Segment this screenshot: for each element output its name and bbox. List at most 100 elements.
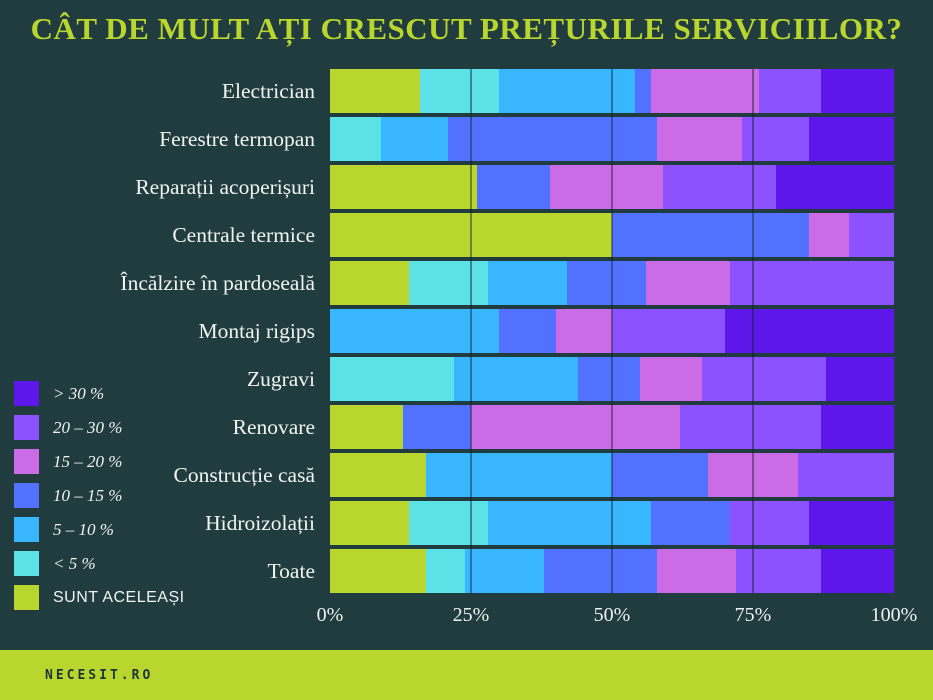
legend-item: < 5 % — [14, 551, 185, 576]
bar-segment — [454, 357, 579, 401]
legend-label: 5 – 10 % — [53, 519, 114, 539]
bar-segment — [487, 501, 652, 545]
bar-segment — [657, 117, 742, 161]
bar-segment — [640, 357, 703, 401]
bar-segment — [425, 453, 612, 497]
bar-segment — [730, 501, 810, 545]
legend-swatch — [14, 517, 39, 542]
bar-segment — [724, 309, 894, 353]
bar-segment — [470, 405, 680, 449]
chart-row: Centrale termice — [0, 213, 894, 257]
legend-item: SUNT ACELEAȘI — [14, 585, 185, 610]
stacked-bar — [330, 357, 894, 401]
bar-segment — [465, 549, 545, 593]
legend-item: 5 – 10 % — [14, 517, 185, 542]
chart-row: Încălzire în pardoseală — [0, 261, 894, 305]
stacked-bar — [330, 117, 894, 161]
stacked-bar — [330, 261, 894, 305]
chart-legend: > 30 % 20 – 30 % 15 – 20 % 10 – 15 % 5 – 10 … — [14, 381, 185, 619]
chart-row: Hidroizolații — [0, 501, 894, 545]
bar-segment — [425, 549, 466, 593]
stacked-bar — [330, 501, 894, 545]
legend-label: 10 – 15 % — [53, 485, 123, 505]
legend-item: 20 – 30 % — [14, 415, 185, 440]
bar-segment — [448, 117, 658, 161]
legend-swatch — [14, 585, 39, 610]
x-tick-label: 25% — [452, 604, 490, 626]
bar-segment — [330, 69, 421, 113]
legend-label: 20 – 30 % — [53, 417, 123, 437]
bar-segment — [380, 117, 449, 161]
chart-row: Montaj rigips — [0, 309, 894, 353]
bar-segment — [741, 117, 810, 161]
bar-segment — [775, 165, 894, 209]
bar-segment — [499, 69, 635, 113]
category-label: Centrale termice — [172, 222, 315, 247]
chart-row: Electrician — [0, 69, 894, 113]
category-label: Montaj rigips — [198, 318, 315, 343]
legend-swatch — [14, 381, 39, 406]
bar-segment — [476, 165, 550, 209]
bar-segment — [330, 453, 426, 497]
category-label: Toate — [267, 558, 315, 583]
stacked-bar-chart: Electrician Ferestre termopan Reparații ac… — [0, 69, 894, 597]
legend-label: 15 – 20 % — [53, 451, 123, 471]
x-tick-label: 75% — [734, 604, 772, 626]
bar-segment — [826, 357, 894, 401]
stacked-bar — [330, 549, 894, 593]
legend-label: < 5 % — [53, 553, 96, 573]
chart-row: Renovare — [0, 405, 894, 449]
bar-segment — [736, 549, 821, 593]
bar-segment — [848, 213, 894, 257]
stacked-bar — [330, 453, 894, 497]
bar-segment — [420, 69, 500, 113]
bar-segment — [820, 69, 894, 113]
bar-segment — [820, 549, 894, 593]
bar-segment — [549, 165, 663, 209]
bar-segment — [487, 261, 567, 305]
bar-segment — [555, 309, 612, 353]
chart-row: Construcție casă — [0, 453, 894, 497]
bar-segment — [612, 213, 810, 257]
bar-segment — [330, 165, 477, 209]
bar-segment — [662, 165, 776, 209]
legend-label: > 30 % — [53, 383, 105, 403]
page-title: CÂT DE MULT AȚI CRESCUT PREȚURILE SERVIC… — [30, 11, 903, 46]
bar-segment — [798, 453, 894, 497]
bar-segment — [820, 405, 894, 449]
stacked-bar — [330, 69, 894, 113]
bar-segment — [330, 309, 500, 353]
legend-item: > 30 % — [14, 381, 185, 406]
x-tick-label: 100% — [870, 604, 918, 626]
category-label: Reparații acoperișuri — [135, 174, 315, 199]
bar-segment — [645, 261, 731, 305]
footer-bar: NECESIT.RO — [0, 650, 933, 700]
x-tick-label: 0% — [316, 604, 344, 626]
bar-segment — [809, 213, 849, 257]
chart-row: Ferestre termopan — [0, 117, 894, 161]
x-tick-label: 50% — [593, 604, 631, 626]
bar-segment — [330, 117, 381, 161]
chart-row: Reparații acoperișuri — [0, 165, 894, 209]
category-label: Construcție casă — [173, 462, 316, 487]
chart-row: Zugravi — [0, 357, 894, 401]
bar-segment — [758, 69, 821, 113]
bar-segment — [499, 309, 556, 353]
legend-swatch — [14, 415, 39, 440]
legend-swatch — [14, 483, 39, 508]
legend-item: 10 – 15 % — [14, 483, 185, 508]
stacked-bar — [330, 213, 894, 257]
bar-segment — [408, 261, 488, 305]
bar-segment — [611, 309, 725, 353]
category-label: Ferestre termopan — [159, 126, 315, 151]
bar-segment — [702, 357, 827, 401]
bar-segment — [611, 453, 708, 497]
bar-segment — [651, 69, 759, 113]
legend-swatch — [14, 551, 39, 576]
category-label: Renovare — [232, 414, 315, 439]
stacked-bar — [330, 309, 894, 353]
bar-segment — [634, 69, 652, 113]
chart-row: Toate — [0, 549, 894, 593]
bar-segment — [578, 357, 641, 401]
bar-segment — [809, 501, 894, 545]
